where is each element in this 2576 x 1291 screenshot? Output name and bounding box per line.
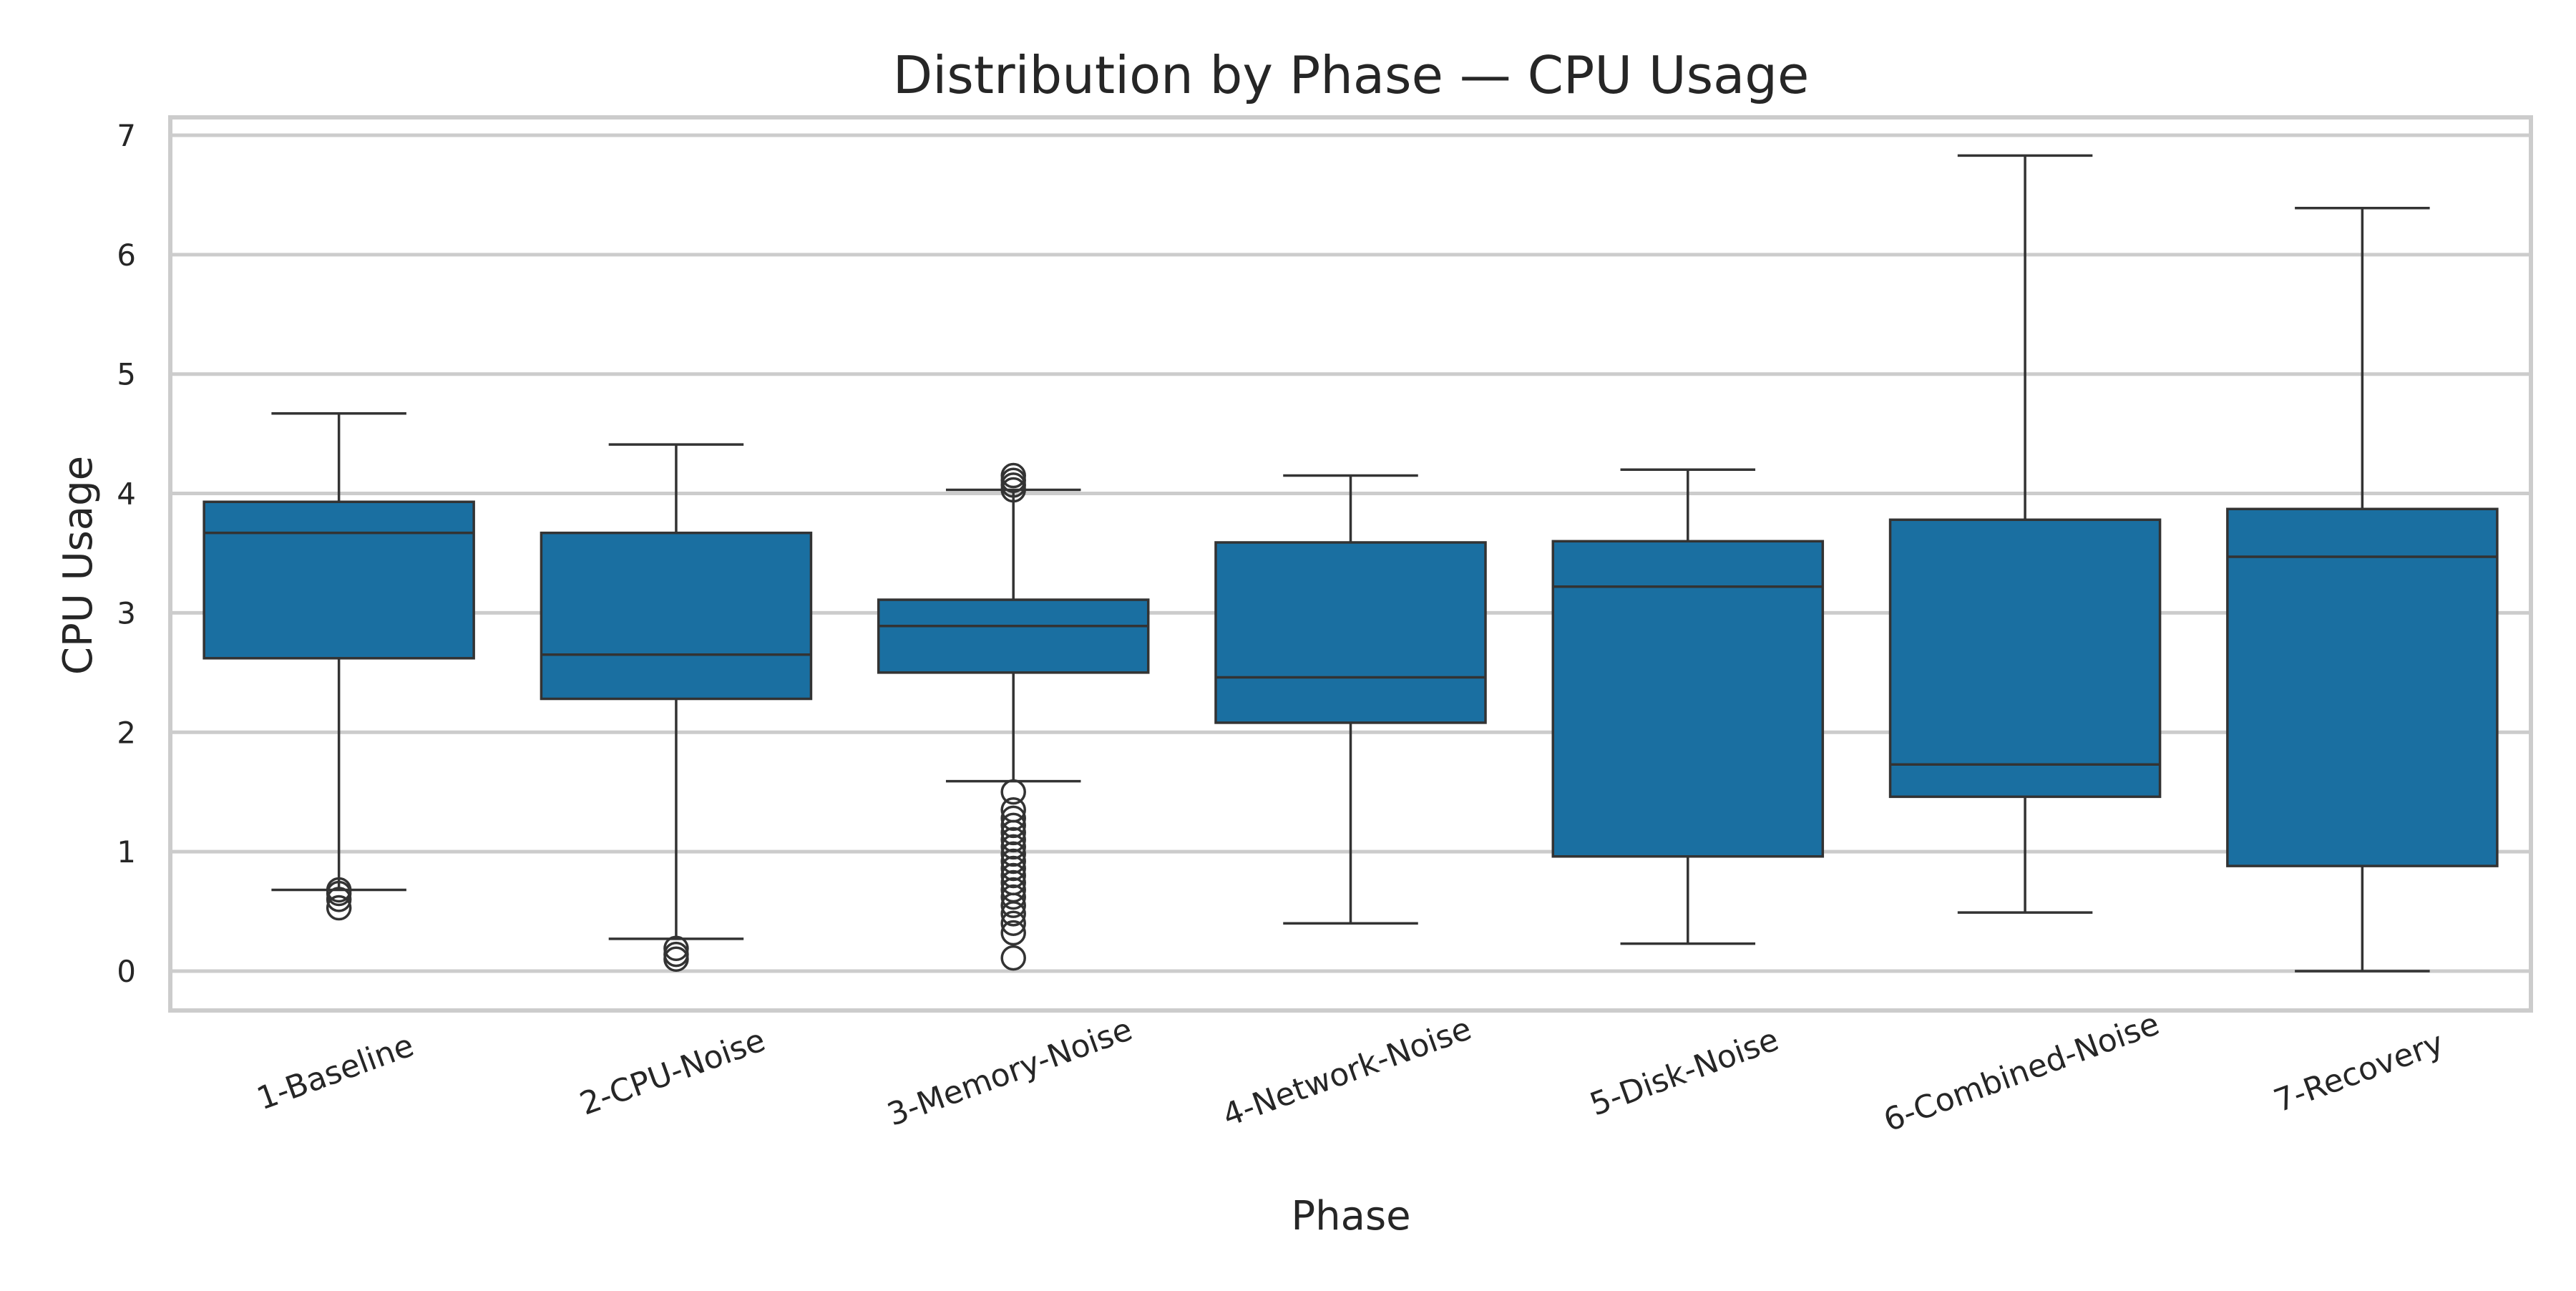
outlier-point xyxy=(1000,869,1026,896)
outlier-point xyxy=(326,887,352,912)
iqr-box xyxy=(877,598,1150,674)
y-tick-label: 7 xyxy=(117,118,136,153)
outlier-point xyxy=(1000,841,1026,867)
iqr-box xyxy=(1888,518,2162,799)
outlier-point xyxy=(1000,920,1026,946)
box-group xyxy=(1214,474,1487,925)
y-tick-label: 6 xyxy=(117,238,136,273)
iqr-box xyxy=(2226,507,2499,867)
outlier-point xyxy=(1000,884,1026,910)
iqr-box xyxy=(1214,541,1487,724)
iqr-box xyxy=(203,500,475,660)
box-group xyxy=(1888,154,2162,914)
outlier-point xyxy=(1000,827,1026,853)
y-tick-label: 5 xyxy=(117,357,136,392)
outlier-point xyxy=(1000,805,1026,832)
plot-frame xyxy=(168,115,2533,1013)
x-tick-label: 1-Baseline xyxy=(252,1027,419,1117)
y-tick-label: 3 xyxy=(117,595,136,630)
outlier-point xyxy=(663,935,689,961)
x-tick-label: 2-CPU-Noise xyxy=(575,1022,770,1123)
plot-area: 0 1 2 3 4 5 6 7 1-Baseline 2-CPU-Noise 3-Memory-No… xyxy=(117,115,2533,1139)
y-tick-label: 1 xyxy=(117,834,136,869)
outlier-point xyxy=(1000,779,1026,805)
box-group xyxy=(203,412,475,921)
outlier-point xyxy=(663,941,689,968)
x-tick-label: 4-Network-Noise xyxy=(1218,1010,1476,1134)
y-axis-label: CPU Usage xyxy=(55,456,102,675)
x-axis-label: Phase xyxy=(1291,1193,1410,1239)
iqr-box xyxy=(1551,540,1825,858)
outlier-point xyxy=(1000,848,1026,875)
outlier-point xyxy=(1000,462,1026,489)
y-tick-label: 2 xyxy=(117,715,136,750)
outlier-point xyxy=(1000,862,1026,889)
iqr-box xyxy=(540,531,813,701)
y-tick-label: 4 xyxy=(117,477,136,512)
outlier-point xyxy=(1000,855,1026,882)
outlier-point xyxy=(1000,945,1026,971)
x-tick-label: 6-Combined-Noise xyxy=(1879,1005,2164,1139)
outlier-point xyxy=(326,895,352,921)
outlier-point xyxy=(326,877,352,903)
x-tick-label: 3-Memory-Noise xyxy=(882,1011,1137,1134)
y-tick-label: 0 xyxy=(117,954,136,989)
outlier-point xyxy=(1000,910,1026,936)
box-group xyxy=(540,443,813,973)
outlier-point xyxy=(1000,834,1026,860)
box-group xyxy=(877,462,1150,971)
chart-title: Distribution by Phase — CPU Usage xyxy=(893,45,1810,105)
outlier-point xyxy=(1000,796,1026,823)
outlier-point xyxy=(1000,877,1026,903)
outlier-point xyxy=(1000,812,1026,839)
x-tick-label: 7-Recovery xyxy=(2269,1025,2448,1120)
box-group xyxy=(1551,468,1825,945)
x-tick-label: 5-Disk-Noise xyxy=(1585,1021,1783,1123)
box-group xyxy=(2226,207,2499,973)
